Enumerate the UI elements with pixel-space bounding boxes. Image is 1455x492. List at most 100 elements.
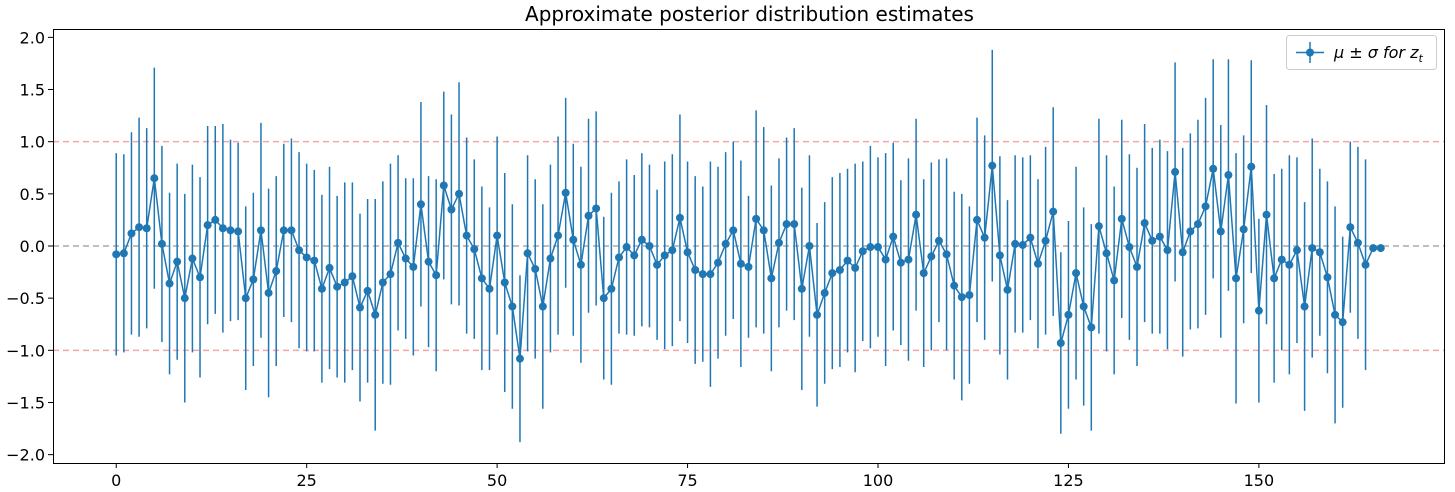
data-point-35 bbox=[378, 278, 387, 287]
data-point-106 bbox=[919, 269, 928, 278]
data-point-108 bbox=[934, 236, 943, 245]
data-point-130 bbox=[1102, 249, 1111, 258]
data-point-23 bbox=[287, 226, 296, 235]
data-point-125 bbox=[1064, 310, 1073, 319]
data-point-88 bbox=[782, 220, 791, 229]
data-point-14 bbox=[218, 224, 227, 233]
data-point-1 bbox=[119, 249, 128, 258]
data-point-49 bbox=[485, 284, 494, 293]
legend-for: for bbox=[1383, 43, 1406, 62]
data-point-149 bbox=[1247, 162, 1256, 171]
data-point-12 bbox=[203, 221, 212, 230]
data-point-163 bbox=[1353, 238, 1362, 247]
data-point-6 bbox=[157, 239, 166, 248]
data-point-19 bbox=[256, 226, 265, 235]
data-point-127 bbox=[1079, 302, 1088, 311]
data-point-38 bbox=[401, 254, 410, 263]
data-point-133 bbox=[1125, 243, 1134, 252]
data-point-137 bbox=[1155, 232, 1164, 241]
data-point-121 bbox=[1033, 259, 1042, 268]
data-point-55 bbox=[531, 264, 540, 273]
data-point-58 bbox=[554, 231, 563, 240]
data-point-135 bbox=[1140, 219, 1149, 228]
data-point-50 bbox=[493, 231, 502, 240]
data-point-34 bbox=[371, 310, 380, 319]
data-point-96 bbox=[843, 256, 852, 265]
x-tick-label-50: 50 bbox=[487, 471, 507, 490]
data-point-79 bbox=[714, 258, 723, 267]
data-point-83 bbox=[744, 262, 753, 271]
data-point-56 bbox=[538, 302, 547, 311]
data-point-109 bbox=[942, 250, 951, 259]
data-point-59 bbox=[561, 188, 570, 197]
data-point-97 bbox=[851, 263, 860, 272]
data-point-159 bbox=[1323, 273, 1332, 282]
data-point-117 bbox=[1003, 285, 1012, 294]
data-point-150 bbox=[1254, 306, 1263, 315]
data-point-47 bbox=[470, 245, 479, 254]
data-point-60 bbox=[569, 235, 578, 244]
data-point-80 bbox=[721, 239, 730, 248]
data-point-68 bbox=[630, 251, 639, 260]
data-point-157 bbox=[1308, 244, 1317, 253]
data-point-142 bbox=[1193, 220, 1202, 229]
data-point-141 bbox=[1186, 227, 1195, 236]
data-point-93 bbox=[820, 288, 829, 297]
data-point-24 bbox=[295, 246, 304, 255]
data-point-115 bbox=[988, 161, 997, 170]
data-point-124 bbox=[1056, 339, 1065, 348]
x-tick-label-75: 75 bbox=[677, 471, 697, 490]
data-point-94 bbox=[828, 269, 837, 278]
data-point-10 bbox=[188, 254, 197, 263]
legend-label: μ ± σ for zt bbox=[1333, 43, 1424, 65]
data-point-0 bbox=[112, 250, 121, 259]
data-point-95 bbox=[835, 265, 844, 274]
data-point-73 bbox=[668, 246, 677, 255]
data-point-75 bbox=[683, 248, 692, 257]
data-point-161 bbox=[1338, 318, 1347, 327]
data-point-44 bbox=[447, 205, 456, 214]
data-point-146 bbox=[1224, 171, 1233, 180]
data-point-122 bbox=[1041, 236, 1050, 245]
data-point-43 bbox=[439, 181, 448, 190]
data-point-18 bbox=[249, 275, 258, 284]
y-tick-label-5: 0.5 bbox=[20, 185, 45, 204]
data-point-29 bbox=[333, 282, 342, 291]
data-point-151 bbox=[1262, 210, 1271, 219]
data-point-62 bbox=[584, 211, 593, 220]
data-point-4 bbox=[142, 224, 151, 233]
x-tick-label-0: 0 bbox=[111, 471, 121, 490]
data-point-139 bbox=[1171, 167, 1180, 176]
data-point-20 bbox=[264, 288, 273, 297]
x-tick-label-150: 150 bbox=[1244, 471, 1275, 490]
y-tick-label-4: 0.0 bbox=[20, 237, 45, 256]
legend-point-marker bbox=[1306, 48, 1314, 57]
y-tick-label-1: −1.5 bbox=[6, 393, 45, 412]
data-point-144 bbox=[1209, 164, 1218, 173]
data-point-53 bbox=[515, 354, 524, 363]
data-point-21 bbox=[272, 267, 281, 276]
data-point-42 bbox=[432, 271, 441, 280]
data-point-2 bbox=[127, 229, 136, 238]
data-point-104 bbox=[904, 255, 913, 264]
data-point-87 bbox=[774, 238, 783, 247]
data-point-61 bbox=[576, 260, 585, 269]
data-point-37 bbox=[394, 238, 403, 247]
data-point-66 bbox=[614, 253, 623, 262]
data-point-5 bbox=[150, 174, 159, 183]
data-point-27 bbox=[317, 284, 326, 293]
data-point-107 bbox=[927, 252, 936, 261]
legend-mu-sigma: μ ± σ bbox=[1333, 43, 1379, 62]
legend: μ ± σ for zt bbox=[1286, 35, 1437, 70]
y-tick-label-0: −2.0 bbox=[6, 446, 45, 465]
y-tick-label-7: 1.5 bbox=[20, 81, 45, 100]
data-point-89 bbox=[790, 220, 799, 229]
data-point-76 bbox=[691, 265, 700, 274]
chart-title: Approximate posterior distribution estim… bbox=[525, 2, 974, 26]
data-point-78 bbox=[706, 270, 715, 279]
data-point-119 bbox=[1018, 240, 1027, 249]
data-point-86 bbox=[767, 274, 776, 283]
data-point-90 bbox=[797, 284, 806, 293]
data-point-8 bbox=[173, 257, 182, 266]
data-point-32 bbox=[355, 303, 364, 312]
